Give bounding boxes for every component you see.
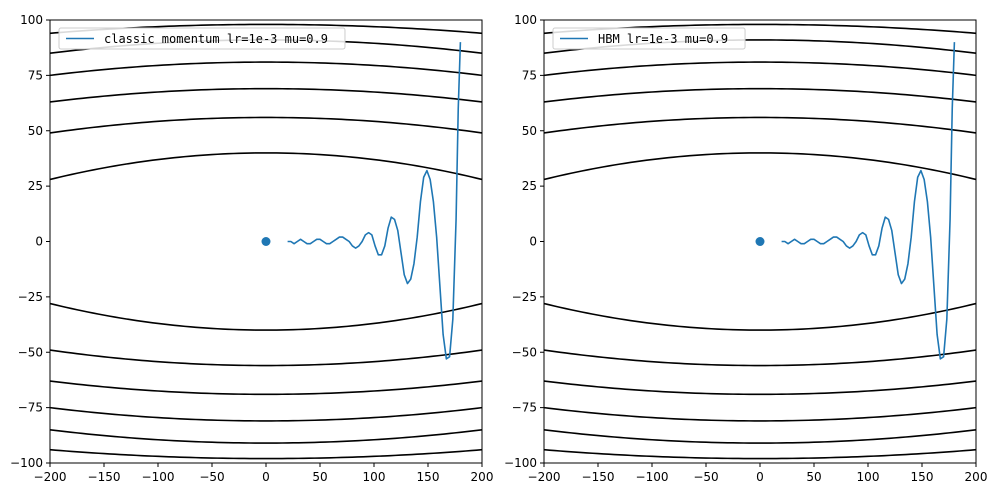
contour-line xyxy=(544,61,976,77)
legend: classic momentum lr=1e-3 mu=0.9 xyxy=(58,27,346,50)
legend-box xyxy=(58,27,346,50)
y-tick-label: −50 xyxy=(512,345,537,359)
y-tick-label: −75 xyxy=(18,401,43,415)
x-tick-label: −100 xyxy=(636,470,669,484)
contour-line xyxy=(544,152,976,181)
trajectory-line xyxy=(287,42,462,360)
x-tick-label: −200 xyxy=(528,470,561,484)
legend: HBM lr=1e-3 mu=0.9 xyxy=(552,27,746,50)
contour-line xyxy=(50,428,482,444)
y-tick-label: 100 xyxy=(20,13,43,27)
y-tick-label: −50 xyxy=(18,345,43,359)
contour-line xyxy=(544,428,976,444)
minimum-point xyxy=(261,237,271,246)
x-tick-label: −200 xyxy=(34,470,67,484)
contour-line xyxy=(544,448,976,460)
contour-line xyxy=(50,152,482,181)
x-tick-label: −50 xyxy=(693,470,718,484)
contour-line xyxy=(50,448,482,460)
contour-line xyxy=(544,302,976,331)
x-tick-label: 0 xyxy=(262,470,270,484)
contour-line xyxy=(50,302,482,331)
y-tick-label: −100 xyxy=(504,456,537,470)
y-tick-label: 75 xyxy=(522,68,537,82)
minimum-point xyxy=(755,237,765,246)
x-tick-label: 50 xyxy=(806,470,821,484)
x-tick-label: 50 xyxy=(312,470,327,484)
x-tick-label: 150 xyxy=(417,470,440,484)
contour-line xyxy=(544,87,976,103)
y-tick-label: −25 xyxy=(512,290,537,304)
x-tick-label: −150 xyxy=(582,470,615,484)
left-panel: −200 −150 −100 −50 0 50 100 150 200 −100 −75 −50 −25… xyxy=(10,13,493,484)
contour-line xyxy=(544,380,976,396)
x-tick-label: −100 xyxy=(142,470,175,484)
y-tick-label: 50 xyxy=(522,124,537,138)
y-tick-label: 100 xyxy=(514,13,537,27)
x-tick-label: −150 xyxy=(88,470,121,484)
x-tick-label: 0 xyxy=(756,470,764,484)
y-tick-label: 25 xyxy=(522,179,537,193)
legend-label: HBM lr=1e-3 mu=0.9 xyxy=(598,32,728,46)
x-tick-label: 150 xyxy=(911,470,934,484)
right-panel: −200 −150 −100 −50 0 50 100 150 200 −100 −75 −50 −25… xyxy=(504,13,987,484)
contour-line xyxy=(50,61,482,77)
x-tick-label: −50 xyxy=(199,470,224,484)
x-tick-label: 200 xyxy=(471,470,494,484)
y-tick-label: 0 xyxy=(529,235,537,249)
contour-line xyxy=(50,116,482,134)
contour-line xyxy=(50,87,482,103)
x-tick-label: 100 xyxy=(857,470,880,484)
legend-label: classic momentum lr=1e-3 mu=0.9 xyxy=(104,32,328,46)
contour-line xyxy=(50,406,482,422)
contour-line xyxy=(50,349,482,367)
y-tick-label: 0 xyxy=(35,235,43,249)
y-tick-label: 50 xyxy=(28,124,43,138)
x-tick-label: 200 xyxy=(965,470,988,484)
legend-box xyxy=(552,27,746,50)
y-tick-label: 75 xyxy=(28,68,43,82)
x-tick-label: 100 xyxy=(363,470,386,484)
contour-line xyxy=(50,380,482,396)
trajectory-line xyxy=(781,42,956,360)
y-tick-label: −75 xyxy=(512,401,537,415)
y-tick-label: −25 xyxy=(18,290,43,304)
contour-line xyxy=(544,406,976,422)
contour-line xyxy=(544,349,976,367)
y-tick-label: 25 xyxy=(28,179,43,193)
y-tick-label: −100 xyxy=(10,456,43,470)
contour-line xyxy=(544,116,976,134)
